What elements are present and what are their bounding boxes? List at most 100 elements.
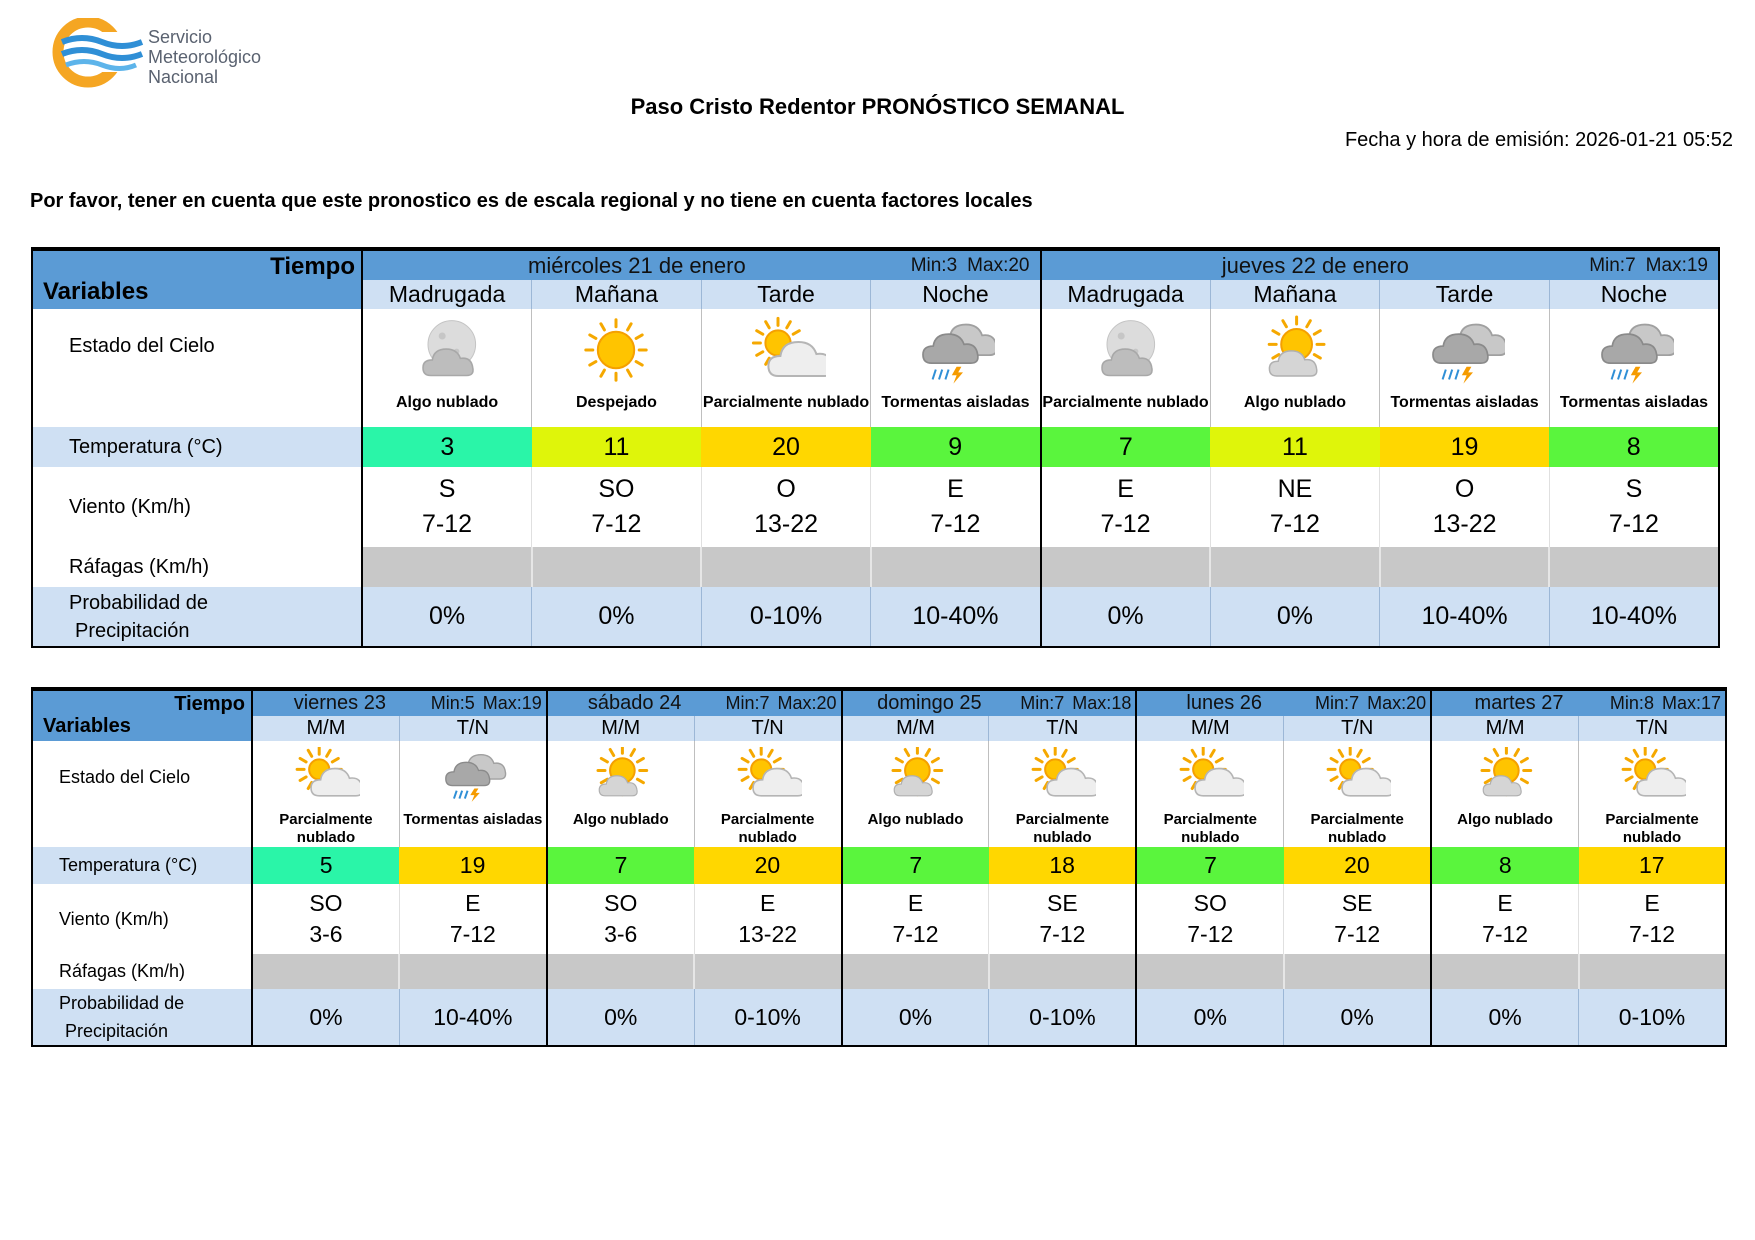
wind-speed: 7-12 bbox=[1482, 921, 1529, 947]
max-value: 17 bbox=[1700, 693, 1721, 714]
period-name: Mañana bbox=[531, 280, 702, 309]
wind-direction: O bbox=[776, 475, 796, 503]
sun-cloud-icon bbox=[843, 741, 989, 811]
max-label: Max: bbox=[967, 254, 1009, 276]
min-temp: Min:3 bbox=[911, 255, 957, 277]
sky-description: Algo nublado bbox=[1243, 394, 1347, 411]
sky-description: Tormentas aisladas bbox=[1390, 394, 1539, 411]
precipitation-cell: 0% bbox=[251, 989, 400, 1046]
wind-direction: E bbox=[947, 475, 964, 503]
gust-cell bbox=[530, 547, 702, 587]
temperature-cell: 3 bbox=[362, 427, 532, 467]
wind-cell: SO 3-6 bbox=[545, 884, 695, 954]
day-name: martes 27 bbox=[1474, 692, 1564, 715]
gust-cell bbox=[1378, 547, 1550, 587]
max-value: 19 bbox=[1686, 254, 1708, 276]
precipitation-cell: 0-10% bbox=[988, 989, 1137, 1046]
day-name: domingo 25 bbox=[877, 692, 982, 715]
wind-direction: S bbox=[438, 475, 456, 503]
storm-icon bbox=[1380, 309, 1549, 393]
sky-cell: Parcialmente nublado bbox=[1039, 309, 1211, 427]
temperature-cell: 18 bbox=[988, 847, 1137, 884]
precipitation-cell: 0% bbox=[1135, 989, 1284, 1046]
min-value: 8 bbox=[1643, 693, 1654, 714]
min-value: 7 bbox=[1349, 693, 1360, 714]
partly-cloudy-icon bbox=[1284, 741, 1430, 811]
sky-description: Despejado bbox=[575, 394, 657, 411]
temperature-cell: 19 bbox=[399, 847, 547, 884]
temperature-cell: 11 bbox=[1210, 427, 1380, 467]
wind-cell: E 7-12 bbox=[398, 884, 547, 954]
period-name: T/N bbox=[1283, 716, 1432, 741]
wind-direction: SO bbox=[604, 890, 638, 916]
tiempo-variables-header: Tiempo Variables bbox=[32, 249, 363, 309]
sky-cell: Parcialmente nublado bbox=[1135, 741, 1284, 847]
wind-speed: 7-12 bbox=[1187, 921, 1234, 947]
min-temp: Min:5 bbox=[431, 693, 475, 714]
precipitation-cell: 0% bbox=[1209, 587, 1380, 647]
precipitation-cell: 10-40% bbox=[1379, 587, 1550, 647]
org-name-line: Meteorológico bbox=[148, 47, 262, 67]
wind-speed: 7-12 bbox=[1039, 921, 1086, 947]
sky-cell: Parcialmente nublado bbox=[251, 741, 400, 847]
period-name: M/M bbox=[251, 716, 400, 741]
day-header: lunes 26 Min:7 Max:20 bbox=[1135, 689, 1432, 717]
day-name: viernes 23 bbox=[293, 692, 386, 715]
wind-cell: E 7-12 bbox=[840, 884, 989, 954]
max-temp: Max:20 bbox=[1367, 693, 1426, 714]
sky-description: Algo nublado bbox=[867, 811, 964, 828]
wind-direction: SE bbox=[1341, 890, 1373, 916]
period-name: M/M bbox=[545, 716, 695, 741]
gust-cell bbox=[1282, 954, 1432, 989]
wind-speed: 3-6 bbox=[604, 921, 638, 947]
gust-cell bbox=[840, 954, 989, 989]
precipitation-cell: 0% bbox=[1283, 989, 1432, 1046]
wind-direction: NE bbox=[1277, 475, 1313, 503]
period-name: T/N bbox=[1578, 716, 1726, 741]
sky-description: Parcialmente nublado bbox=[702, 394, 870, 411]
temperature-cell: 7 bbox=[545, 847, 695, 884]
partly-cloudy-icon bbox=[1579, 741, 1725, 811]
sky-cell: Tormentas aisladas bbox=[1548, 309, 1719, 427]
wind-cell: SO 3-6 bbox=[251, 884, 400, 954]
wind-speed: 13-22 bbox=[1432, 510, 1497, 538]
period-name: Mañana bbox=[1209, 280, 1380, 309]
max-value: 18 bbox=[1111, 693, 1132, 714]
partly-cloudy-icon bbox=[702, 309, 871, 393]
regional-scale-notice: Por favor, tener en cuenta que este pron… bbox=[30, 190, 1033, 212]
sun-cloud-icon bbox=[548, 741, 694, 811]
moon-cloud-icon bbox=[1042, 309, 1210, 393]
wind-cell: E 7-12 bbox=[870, 467, 1041, 547]
day-name: lunes 26 bbox=[1186, 692, 1262, 715]
sky-cell: Parcialmente nublado bbox=[988, 741, 1137, 847]
sky-cell: Parcialmente nublado bbox=[700, 309, 871, 427]
max-temp: Max:17 bbox=[1662, 693, 1721, 714]
period-name: M/M bbox=[1430, 716, 1579, 741]
wind-cell: O 13-22 bbox=[1379, 467, 1550, 547]
wind-cell: E 7-12 bbox=[1430, 884, 1579, 954]
precip-label-line: Probabilidad de bbox=[59, 993, 185, 1013]
wind-speed: 13-22 bbox=[738, 921, 798, 947]
wind-speed: 7-12 bbox=[1334, 921, 1381, 947]
gusts-label: Ráfagas (Km/h) bbox=[32, 954, 253, 989]
sky-description: Tormentas aisladas bbox=[881, 394, 1030, 411]
day-header: domingo 25 Min:7 Max:18 bbox=[840, 689, 1137, 717]
wind-cell: E 7-12 bbox=[1039, 467, 1211, 547]
wind-cell: SO 7-12 bbox=[1135, 884, 1284, 954]
gust-cell bbox=[545, 954, 695, 989]
partly-cloudy-icon bbox=[695, 741, 841, 811]
max-temp: Max:18 bbox=[1072, 693, 1131, 714]
max-value: 19 bbox=[521, 693, 542, 714]
precip-label-line: Precipitación bbox=[75, 619, 190, 642]
temperature-cell: 7 bbox=[840, 847, 989, 884]
sky-cell: Tormentas aisladas bbox=[398, 741, 547, 847]
gusts-label: Ráfagas (Km/h) bbox=[32, 547, 363, 587]
smn-logo bbox=[52, 18, 144, 88]
sky-cell: Parcialmente nublado bbox=[1283, 741, 1432, 847]
min-temp: Min:7 bbox=[1315, 693, 1359, 714]
sky-description: Algo nublado bbox=[395, 394, 499, 411]
sky-description: Parcialmente nublado bbox=[720, 811, 815, 846]
tiempo-label: Tiempo bbox=[174, 693, 245, 715]
wind-label: Viento (Km/h) bbox=[32, 884, 253, 954]
sky-description: Parcialmente nublado bbox=[1042, 394, 1209, 411]
